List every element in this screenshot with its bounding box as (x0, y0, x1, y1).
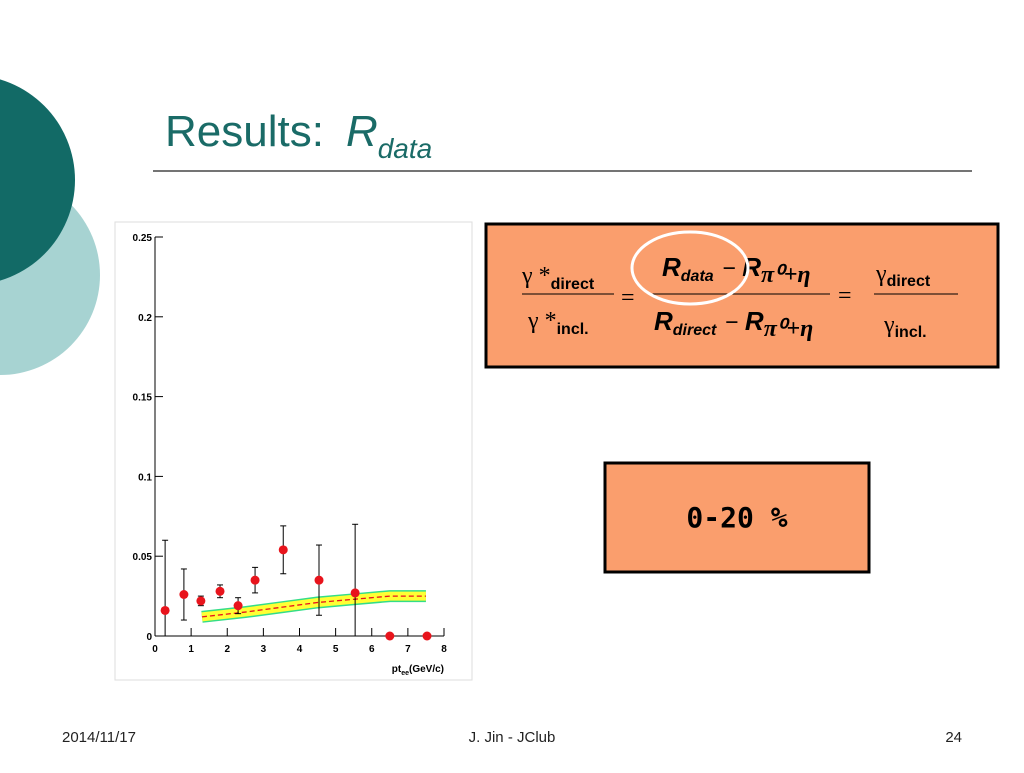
x-label-unit: (GeV/c) (409, 664, 444, 675)
data-point (278, 545, 288, 555)
y-tick-label: 0 (146, 632, 152, 643)
symbol: γ * (527, 308, 557, 334)
x-tick-label: 6 (369, 644, 375, 655)
x-tick-label: 2 (224, 644, 230, 655)
data-point (160, 605, 170, 615)
formula-term: γ *incl. (527, 308, 589, 338)
minus: − (722, 256, 737, 282)
formula-term: γ *direct (521, 263, 595, 293)
subscript: incl. (557, 321, 589, 338)
x-tick-label: 8 (441, 644, 447, 655)
title-symbol: R (346, 107, 378, 156)
y-tick-label: 0.05 (133, 552, 153, 563)
symbol: R (745, 306, 764, 336)
data-point (215, 586, 225, 596)
x-axis-label: ptee(GeV/c) (392, 664, 444, 677)
data-point (314, 575, 324, 585)
data-point (422, 631, 432, 641)
equals: = (838, 283, 852, 309)
x-tick-label: 4 (297, 644, 303, 655)
y-tick-label: 0.25 (133, 233, 153, 244)
page-number: 24 (945, 729, 962, 746)
subscript: direct (551, 276, 595, 293)
data-point (385, 631, 395, 641)
centrality-box (603, 461, 871, 574)
subscript: π⁰+η (764, 316, 814, 342)
data-point (233, 601, 243, 611)
subscript: incl. (895, 324, 927, 341)
y-tick-label: 0.15 (133, 393, 153, 404)
footer-text: J. Jin - JClub (469, 729, 556, 746)
y-tick-label: 0.2 (138, 313, 152, 324)
formula-term: γdirect (875, 261, 931, 290)
slide-title: Results: Rdata (165, 107, 432, 164)
symbol: γ (875, 261, 887, 287)
formula: γ *direct γ *incl. = Rdata − Rπ⁰+η Rdirect… (521, 230, 958, 342)
chart: 0 0.05 0.1 0.15 0.2 0.25 0 1 2 3 4 5 6 7 8 ptee(GeV/c) (133, 233, 448, 677)
formula-term: Rdata − Rπ⁰+η (662, 252, 811, 288)
formula-box (484, 222, 1000, 369)
x-tick-label: 1 (188, 644, 194, 655)
title-subscript: data (378, 133, 433, 164)
subscript: π⁰+η (761, 262, 811, 288)
symbol: γ (883, 312, 895, 338)
x-tick-label: 7 (405, 644, 411, 655)
formula-term: γincl. (883, 312, 927, 341)
symbol: R (662, 252, 681, 282)
x-label-sub: ee (401, 670, 409, 677)
centrality-label: 0-20 % (686, 501, 787, 534)
plot-area (162, 523, 431, 636)
minus: − (724, 310, 739, 336)
data-point (350, 588, 360, 598)
title-text: Results: (165, 107, 324, 156)
symbol: R (654, 306, 673, 336)
subscript: direct (887, 273, 931, 290)
highlight-ellipse (630, 230, 750, 306)
data-point (179, 590, 189, 600)
x-tick-label: 5 (333, 644, 339, 655)
model-line (201, 595, 426, 618)
data-point (196, 596, 206, 606)
symbol: γ * (521, 263, 551, 289)
subscript: data (681, 268, 714, 285)
y-tick-label: 0.1 (138, 472, 152, 483)
equals: = (621, 285, 635, 311)
x-tick-label: 3 (261, 644, 267, 655)
formula-term: Rdirect − Rπ⁰+η (654, 306, 813, 342)
subscript: direct (673, 322, 717, 339)
footer-date: 2014/11/17 (62, 729, 136, 746)
x-label-main: pt (392, 664, 402, 675)
decor-circle (0, 79, 75, 281)
data-point (250, 575, 260, 585)
x-tick-label: 0 (152, 644, 158, 655)
